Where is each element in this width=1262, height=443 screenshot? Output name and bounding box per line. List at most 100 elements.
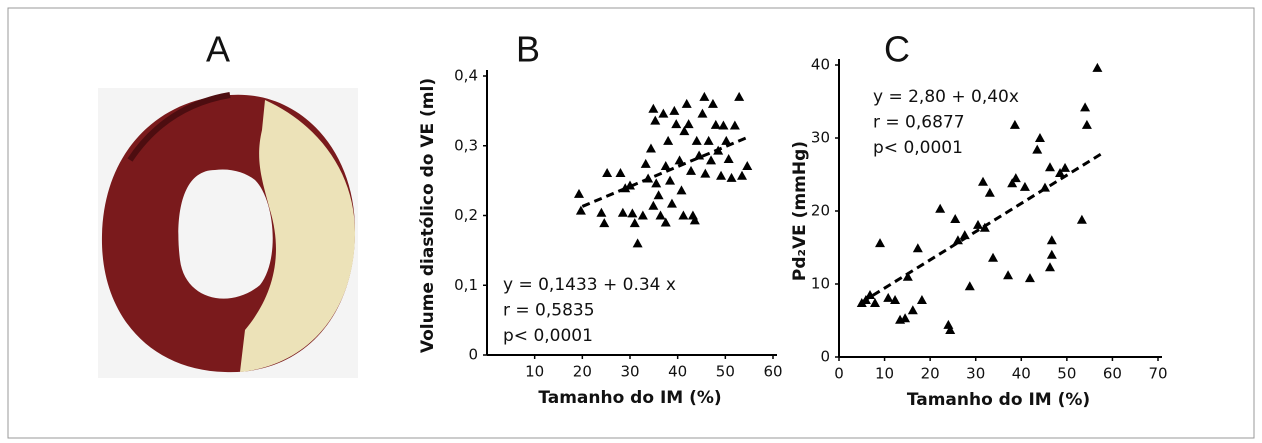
point: [890, 295, 901, 305]
point: [1003, 270, 1014, 280]
point: [1060, 162, 1071, 172]
y-axis-label: Pd₂VE (mmHg): [790, 141, 810, 281]
point: [599, 218, 610, 228]
point: [617, 207, 628, 217]
point: [1046, 235, 1057, 245]
y-tick-label: 0,4: [454, 67, 478, 85]
y-tick-label: 0: [820, 348, 830, 366]
annotation: y = 0,1433 + 0.34 x: [503, 275, 676, 295]
point: [912, 243, 923, 253]
point: [723, 154, 734, 164]
point: [660, 217, 671, 227]
point: [697, 108, 708, 118]
point: [1024, 273, 1035, 283]
infarct: [240, 100, 356, 372]
point: [683, 119, 694, 129]
point: [629, 218, 640, 228]
point: [716, 170, 727, 180]
point: [650, 115, 661, 125]
point: [676, 185, 687, 195]
point: [669, 105, 680, 115]
point: [671, 119, 682, 129]
point: [964, 281, 975, 291]
point: [950, 214, 961, 224]
annotation: p< 0,0001: [503, 326, 593, 346]
x-tick-label: 10: [525, 363, 544, 381]
point: [988, 252, 999, 262]
x-tick-label: 40: [668, 363, 687, 381]
trend-line: [581, 135, 750, 208]
point: [1055, 168, 1066, 178]
point: [945, 324, 956, 334]
panel-title: B: [516, 29, 540, 70]
y-tick-label: 0: [468, 346, 478, 364]
x-axis-label: Tamanho do IM (%): [538, 388, 721, 408]
point: [679, 126, 690, 136]
point: [689, 215, 700, 225]
x-tick-label: 20: [573, 363, 592, 381]
point: [883, 292, 894, 302]
point: [666, 198, 677, 208]
trend-line: [860, 151, 1105, 304]
y-tick-label: 10: [811, 275, 830, 293]
point: [916, 295, 927, 305]
point: [640, 158, 651, 168]
point: [658, 108, 669, 118]
point: [653, 190, 664, 200]
point: [678, 210, 689, 220]
point: [1044, 262, 1055, 272]
point: [1076, 214, 1087, 224]
point: [663, 135, 674, 145]
point: [737, 170, 748, 180]
point: [870, 297, 881, 307]
point: [1092, 62, 1103, 72]
point: [943, 319, 954, 329]
x-tick-label: 50: [1057, 365, 1076, 383]
point: [900, 313, 911, 323]
x-tick-label: 30: [620, 363, 639, 381]
point: [648, 200, 659, 210]
point: [875, 238, 886, 248]
point: [978, 176, 989, 186]
panel-label: A: [206, 29, 230, 70]
point: [1081, 119, 1092, 129]
x-tick-label: 0: [834, 365, 844, 383]
annotation: y = 2,80 + 0,40x: [873, 87, 1019, 107]
point: [674, 155, 685, 165]
x-tick-label: 70: [1148, 365, 1167, 383]
point: [729, 120, 740, 130]
point: [602, 167, 613, 177]
point: [935, 203, 946, 213]
x-tick-label: 50: [716, 363, 735, 381]
ring-edge: [127, 92, 231, 162]
point: [637, 210, 648, 220]
point: [718, 120, 729, 130]
point: [1009, 119, 1020, 129]
annotation: r = 0,5835: [503, 301, 595, 321]
point: [691, 135, 702, 145]
point: [721, 135, 732, 145]
point: [573, 188, 584, 198]
point: [972, 219, 983, 229]
point: [699, 91, 710, 101]
point: [703, 135, 714, 145]
point: [700, 168, 711, 178]
x-tick-label: 20: [921, 365, 940, 383]
x-tick-label: 40: [1012, 365, 1031, 383]
point: [627, 208, 638, 218]
point: [734, 91, 745, 101]
x-tick-label: 60: [1103, 365, 1122, 383]
x-axis-label: Tamanho do IM (%): [907, 390, 1090, 410]
point: [1032, 144, 1043, 154]
point: [645, 143, 656, 153]
x-tick-label: 60: [763, 363, 782, 381]
point: [575, 205, 586, 215]
panel-title: C: [884, 29, 910, 70]
y-tick-label: 0,3: [454, 136, 478, 154]
y-tick-label: 40: [811, 56, 830, 74]
y-axis-label: Volume diastólico do VE (ml): [418, 78, 438, 353]
point: [984, 187, 995, 197]
frame: [7, 7, 1255, 439]
point: [686, 165, 697, 175]
